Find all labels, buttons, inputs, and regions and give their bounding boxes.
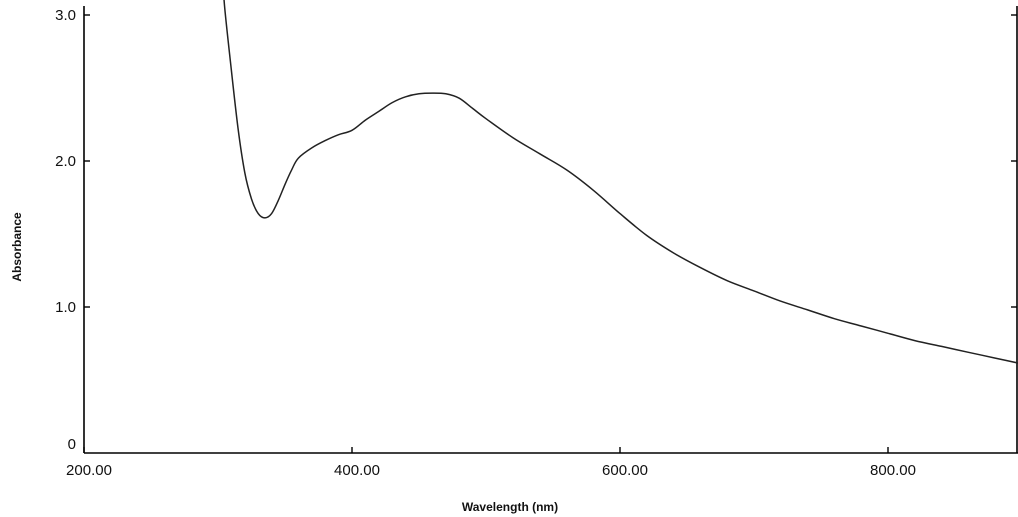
y-tick-label: 0 bbox=[68, 436, 76, 453]
y-tick-label: 3.0 bbox=[55, 7, 76, 24]
x-tick-label: 600.00 bbox=[602, 462, 648, 479]
y-tick-label: 2.0 bbox=[55, 153, 76, 170]
x-axis-title: Wavelength (nm) bbox=[462, 500, 558, 514]
x-tick-label: 800.00 bbox=[870, 462, 916, 479]
absorbance-series-line bbox=[223, 0, 1018, 364]
x-tick-label: 400.00 bbox=[334, 462, 380, 479]
y-tick-label: 1.0 bbox=[55, 299, 76, 316]
axes bbox=[83, 6, 1018, 454]
y-axis-title: Absorbance bbox=[10, 212, 24, 282]
x-ticks: 200.00 400.00 600.00 800.00 bbox=[66, 447, 916, 479]
y-ticks: 0 1.0 2.0 3.0 bbox=[55, 7, 1017, 453]
series-layer bbox=[223, 0, 1018, 364]
x-tick-label: 200.00 bbox=[66, 462, 112, 479]
